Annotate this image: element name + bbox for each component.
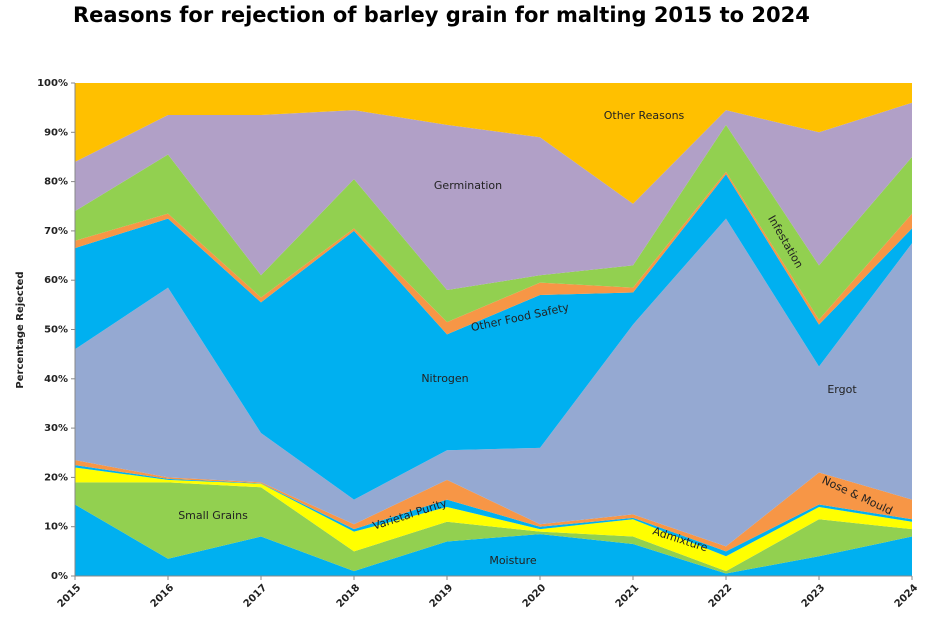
- chart-title: Reasons for rejection of barley grain fo…: [73, 3, 810, 27]
- y-tick-label: 80%: [44, 177, 68, 188]
- series-label: Germination: [434, 179, 502, 192]
- y-tick-label: 10%: [44, 522, 68, 533]
- x-tick-label: 2016: [149, 582, 176, 609]
- x-tick-label: 2015: [56, 582, 83, 609]
- y-tick-label: 90%: [44, 127, 68, 138]
- y-tick-label: 50%: [44, 325, 68, 336]
- series-label: Moisture: [489, 554, 537, 567]
- area: [75, 482, 912, 574]
- area: [75, 174, 912, 500]
- area: [75, 467, 912, 572]
- series-label: Nitrogen: [421, 372, 468, 385]
- x-tick-label: 2024: [893, 582, 920, 609]
- y-tick-label: 30%: [44, 423, 68, 434]
- x-tick-label: 2023: [800, 582, 827, 609]
- x-tick-label: 2020: [521, 582, 548, 609]
- area: [75, 83, 912, 204]
- series-label: Small Grains: [178, 509, 248, 522]
- area: [75, 218, 912, 547]
- x-tick-label: 2017: [242, 582, 269, 609]
- series-label: Other Reasons: [604, 109, 685, 122]
- y-tick-label: 70%: [44, 226, 68, 237]
- series-label: Ergot: [827, 383, 857, 396]
- area: [75, 460, 912, 552]
- x-tick-label: 2019: [428, 582, 455, 609]
- y-tick-label: 40%: [44, 374, 68, 385]
- y-axis-label: Percentage Rejected: [15, 271, 26, 388]
- x-tick-label: 2021: [614, 582, 641, 609]
- x-tick-label: 2018: [335, 582, 362, 609]
- x-tick-label: 2022: [707, 582, 734, 609]
- y-tick-label: 100%: [37, 78, 68, 89]
- area: [75, 504, 912, 576]
- area: [75, 102, 912, 291]
- y-tick-label: 60%: [44, 275, 68, 286]
- y-tick-label: 20%: [44, 472, 68, 483]
- y-tick-label: 0%: [51, 571, 68, 582]
- area: [75, 124, 912, 323]
